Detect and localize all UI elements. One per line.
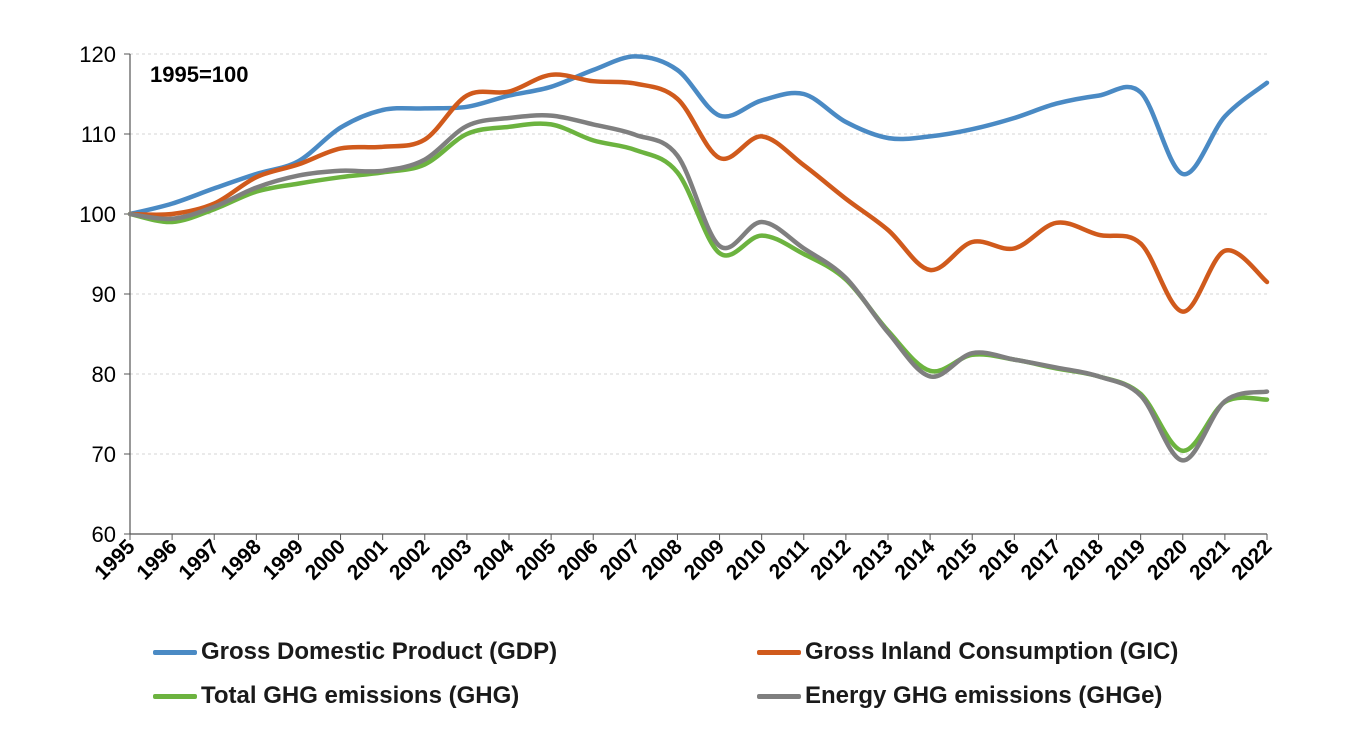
x-tick-label: 1996	[132, 535, 181, 584]
x-tick-label: 2000	[301, 535, 350, 584]
y-tick-label: 80	[92, 362, 116, 387]
series-line-gdp	[127, 54, 1270, 217]
x-tick-label: 2017	[1017, 535, 1066, 584]
x-tick-label: 2014	[890, 535, 940, 585]
series-line-gic	[127, 72, 1270, 314]
x-tick-label: 2007	[596, 535, 645, 584]
x-tick-label: 2010	[722, 535, 771, 584]
series-line-ghg	[127, 121, 1270, 454]
y-tick-label: 70	[92, 442, 116, 467]
x-tick-label: 2019	[1101, 535, 1150, 584]
y-tick-label: 60	[92, 522, 116, 547]
x-tick-label: 2013	[848, 535, 897, 584]
x-tick-label: 1998	[217, 535, 267, 585]
x-tick-label: 2005	[511, 535, 561, 585]
axes: 6070809010011012019951996199719981999200…	[79, 42, 1276, 585]
x-tick-label: 2021	[1185, 535, 1235, 585]
x-tick-label: 1997	[174, 535, 223, 584]
x-tick-label: 2022	[1227, 535, 1276, 584]
gridlines	[130, 53, 1267, 455]
x-tick-label: 2015	[932, 535, 982, 585]
x-tick-label: 2004	[469, 535, 519, 585]
x-tick-label: 2012	[806, 535, 855, 584]
y-tick-label: 100	[79, 202, 116, 227]
x-tick-label: 2018	[1059, 535, 1109, 585]
series-lines	[127, 54, 1270, 463]
y-tick-label: 90	[92, 282, 116, 307]
x-tick-label: 2008	[638, 535, 688, 585]
y-tick-label: 110	[81, 122, 116, 147]
x-tick-label: 2020	[1143, 535, 1192, 584]
x-tick-label: 1999	[259, 535, 308, 584]
series-line-ghge	[127, 113, 1270, 463]
x-tick-label: 2016	[975, 535, 1024, 584]
y-tick-label: 120	[79, 42, 116, 67]
x-tick-label: 2011	[765, 535, 814, 584]
x-tick-label: 2006	[553, 535, 602, 584]
x-tick-label: 2009	[680, 535, 729, 584]
base-year-annotation: 1995=100	[150, 62, 249, 87]
x-tick-label: 2003	[427, 535, 476, 584]
x-tick-label: 2001	[343, 535, 393, 585]
x-tick-label: 2002	[385, 535, 434, 584]
